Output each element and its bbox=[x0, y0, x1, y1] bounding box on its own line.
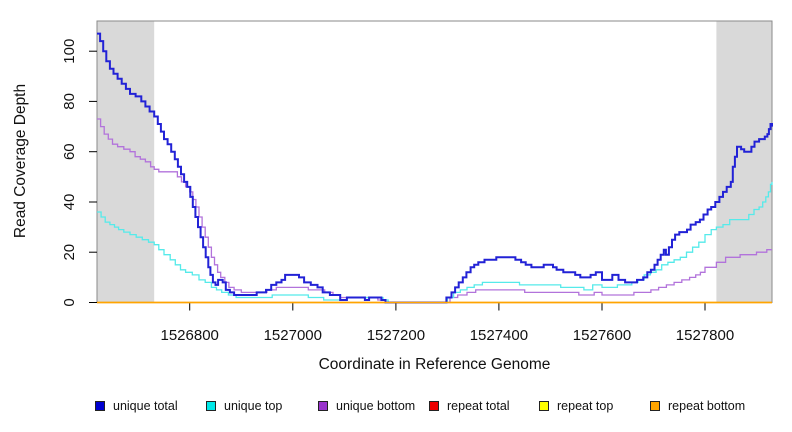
series-line-unique-top bbox=[97, 181, 773, 304]
x-tick-label: 1527000 bbox=[264, 327, 322, 344]
x-tick-label: 1527200 bbox=[367, 327, 425, 344]
x-tick-label: 1526800 bbox=[160, 327, 218, 344]
y-tick-label: 100 bbox=[61, 39, 78, 64]
x-axis-title: Coordinate in Reference Genome bbox=[318, 356, 551, 373]
y-tick-label: 0 bbox=[61, 298, 78, 306]
y-tick-label: 60 bbox=[61, 143, 78, 160]
shaded-region-left bbox=[97, 21, 155, 303]
shaded-region-right bbox=[716, 21, 772, 303]
series-line-unique-bottom bbox=[97, 118, 772, 304]
x-tick-label: 1527400 bbox=[470, 327, 528, 344]
y-axis-title: Read Coverage Depth bbox=[12, 83, 29, 239]
y-tick-label: 20 bbox=[61, 244, 78, 261]
x-tick-label: 1527600 bbox=[573, 327, 631, 344]
series-line-unique-total bbox=[97, 32, 773, 304]
x-tick-label: 1527800 bbox=[676, 327, 734, 344]
y-tick-label: 40 bbox=[61, 194, 78, 211]
y-tick-label: 80 bbox=[61, 93, 78, 110]
plot-border bbox=[96, 20, 773, 303]
